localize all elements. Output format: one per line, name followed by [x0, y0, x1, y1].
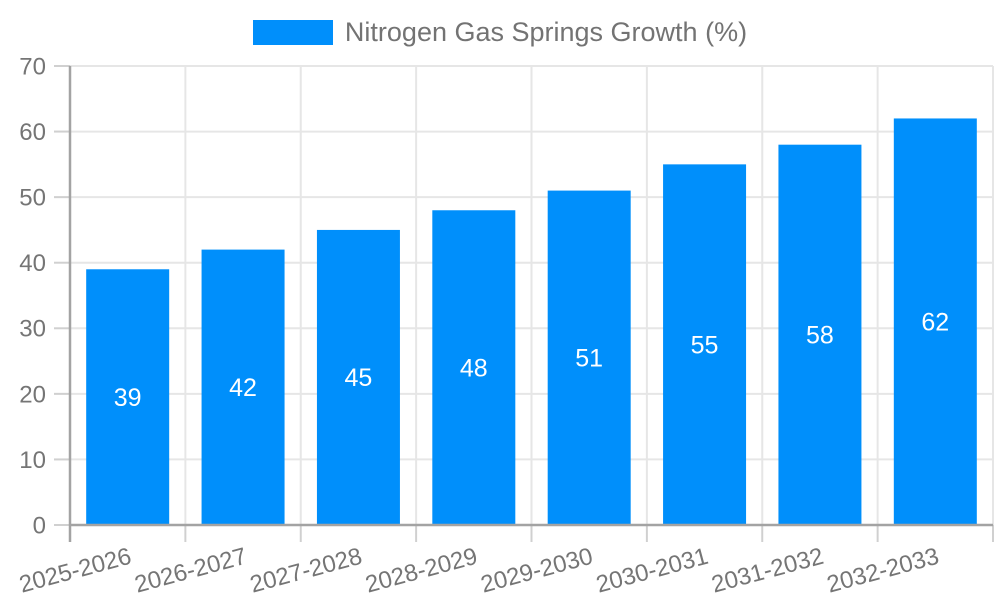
y-tick-label: 10 — [19, 447, 46, 474]
bar-value-label: 62 — [921, 308, 949, 336]
bar[interactable] — [547, 190, 631, 526]
bar[interactable] — [893, 118, 977, 525]
y-tick-label: 60 — [19, 119, 46, 146]
bar-value-label: 58 — [806, 322, 834, 350]
legend-swatch-icon — [252, 20, 333, 45]
bar[interactable] — [201, 249, 285, 525]
y-tick-label: 50 — [19, 185, 46, 212]
bar-value-label: 45 — [345, 364, 373, 392]
bar[interactable] — [778, 144, 862, 525]
bar-value-label: 48 — [460, 354, 488, 382]
y-tick-label: 70 — [19, 53, 46, 80]
x-tick-label: 2026-2027 — [132, 543, 250, 599]
x-tick-label: 2025-2026 — [16, 543, 134, 599]
bar[interactable] — [316, 229, 400, 525]
bar[interactable] — [86, 269, 170, 525]
x-tick-label: 2027-2028 — [247, 543, 365, 599]
x-tick-label: 2028-2029 — [363, 543, 481, 599]
x-tick-label: 2029-2030 — [478, 543, 596, 599]
x-tick-label: 2030-2031 — [593, 543, 711, 599]
legend: Nitrogen Gas Springs Growth (%) — [0, 19, 1000, 46]
bar[interactable] — [432, 210, 516, 525]
x-tick-label: 2032-2033 — [824, 543, 942, 599]
bar-value-label: 42 — [229, 374, 257, 402]
y-tick-label: 40 — [19, 250, 46, 277]
y-tick-label: 0 — [33, 512, 46, 539]
y-tick-label: 30 — [19, 316, 46, 343]
bar[interactable] — [663, 164, 747, 525]
bar-value-label: 39 — [114, 384, 142, 412]
x-tick-label: 2031-2032 — [709, 543, 827, 599]
bar-value-label: 55 — [691, 331, 719, 359]
legend-label: Nitrogen Gas Springs Growth (%) — [344, 17, 748, 47]
legend-item[interactable]: Nitrogen Gas Springs Growth (%) — [252, 17, 748, 47]
bar-value-label: 51 — [575, 345, 603, 373]
y-tick-label: 20 — [19, 381, 46, 408]
